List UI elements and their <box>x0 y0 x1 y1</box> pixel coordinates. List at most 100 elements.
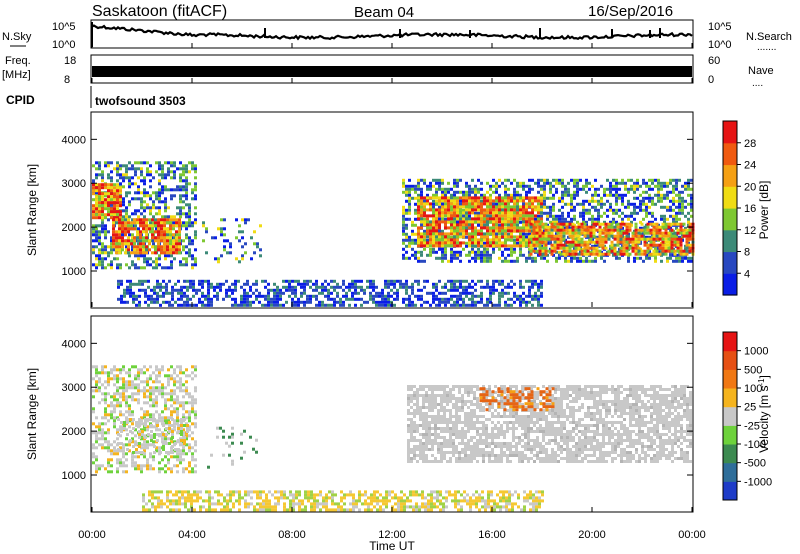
heatmap-cell <box>637 246 641 250</box>
heatmap-cell <box>143 443 146 447</box>
heatmap-cell <box>408 199 411 203</box>
heatmap-cell <box>198 282 201 286</box>
heatmap-cell <box>594 190 597 194</box>
heatmap-cell <box>619 234 623 238</box>
heatmap-cell <box>432 282 435 286</box>
heatmap-cell <box>441 187 444 191</box>
heatmap-cell <box>396 291 399 295</box>
heatmap-cell <box>423 238 426 242</box>
heatmap-cell <box>217 260 220 264</box>
heatmap-cell <box>489 205 492 209</box>
heatmap-cell <box>441 214 444 218</box>
heatmap-cell <box>642 217 645 221</box>
heatmap-cell <box>429 226 432 230</box>
heatmap-cell <box>537 196 540 200</box>
heatmap-cell <box>513 226 516 230</box>
heatmap-cell <box>229 242 232 246</box>
heatmap-cell <box>126 288 129 292</box>
heatmap-cell <box>101 210 104 214</box>
heatmap-cell <box>119 392 122 396</box>
heatmap-cell <box>107 263 110 267</box>
heatmap-cell <box>489 256 492 260</box>
heatmap-cell <box>195 288 198 292</box>
heatmap-cell <box>435 250 438 254</box>
heatmap-cell <box>648 256 651 260</box>
heatmap-cell <box>294 294 297 298</box>
heatmap-cell <box>450 229 453 233</box>
heatmap-cell <box>456 244 459 248</box>
heatmap-cell <box>532 249 536 253</box>
heatmap-cell <box>185 221 188 225</box>
heatmap-cell <box>642 190 645 194</box>
heatmap-cell <box>182 458 185 462</box>
heatmap-cell <box>516 184 519 188</box>
heatmap-cell <box>589 225 593 229</box>
nave-label: Nave <box>748 65 774 77</box>
heatmap-cell <box>474 226 477 230</box>
heatmap-cell <box>468 196 471 200</box>
heatmap-cell <box>456 232 459 236</box>
heatmap-cell <box>688 222 692 226</box>
heatmap-cell <box>104 392 107 396</box>
heatmap-cell <box>558 217 561 221</box>
heatmap-cell <box>381 288 384 292</box>
heatmap-cell <box>118 233 121 237</box>
heatmap-cell <box>149 194 152 198</box>
heatmap-cell <box>104 371 107 375</box>
heatmap-cell <box>113 398 116 402</box>
heatmap-cell <box>135 282 138 286</box>
heatmap-cell <box>192 294 195 298</box>
heatmap-cell <box>118 236 121 240</box>
heatmap-cell <box>589 228 593 232</box>
heatmap-cell <box>550 252 554 256</box>
heatmap-cell <box>465 235 468 239</box>
heatmap-cell <box>633 181 636 185</box>
heatmap-cell <box>250 257 253 261</box>
heatmap-cell <box>222 297 225 301</box>
heatmap-cell <box>622 243 626 247</box>
heatmap-cell <box>682 249 686 253</box>
heatmap-cell <box>538 252 542 256</box>
heatmap-cell <box>669 199 672 203</box>
heatmap-cell <box>495 187 498 191</box>
heatmap-cell <box>327 282 330 286</box>
heatmap-cell <box>664 249 668 253</box>
heatmap-cell <box>149 185 152 189</box>
heatmap-cell <box>435 285 438 289</box>
heatmap-cell <box>121 218 124 222</box>
heatmap-cell <box>387 285 390 289</box>
heatmap-cell <box>444 238 447 242</box>
heatmap-cell <box>119 266 122 270</box>
heatmap-cell <box>607 234 611 238</box>
heatmap-cell <box>300 294 303 298</box>
heatmap-cell <box>645 211 648 215</box>
heatmap-cell <box>516 196 519 200</box>
heatmap-cell <box>456 181 459 185</box>
heatmap-cell <box>151 224 154 228</box>
heatmap-cell <box>138 303 141 307</box>
heatmap-cell <box>477 294 480 298</box>
heatmap-cell <box>601 231 605 235</box>
heatmap-cell <box>450 250 453 254</box>
heatmap-cell <box>522 208 525 212</box>
heatmap-cell <box>128 185 131 189</box>
heatmap-cell <box>104 164 107 168</box>
heatmap-cell <box>594 256 597 260</box>
heatmap-cell <box>631 249 635 253</box>
heatmap-cell <box>531 220 534 224</box>
heatmap-cell <box>186 285 189 289</box>
heatmap-cell <box>402 190 405 194</box>
heatmap-cell <box>426 184 429 188</box>
heatmap-cell <box>450 279 453 283</box>
heatmap-cell <box>435 238 438 242</box>
heatmap-cell <box>414 256 417 260</box>
heatmap-cell <box>574 225 578 229</box>
heatmap-cell <box>630 211 633 215</box>
heatmap-cell <box>621 220 624 224</box>
heatmap-cell <box>185 416 188 420</box>
heatmap-cell <box>138 288 141 292</box>
heatmap-cell <box>571 237 575 241</box>
heatmap-cell <box>678 235 681 239</box>
heatmap-cell <box>576 178 579 182</box>
heatmap-cell <box>142 248 145 252</box>
